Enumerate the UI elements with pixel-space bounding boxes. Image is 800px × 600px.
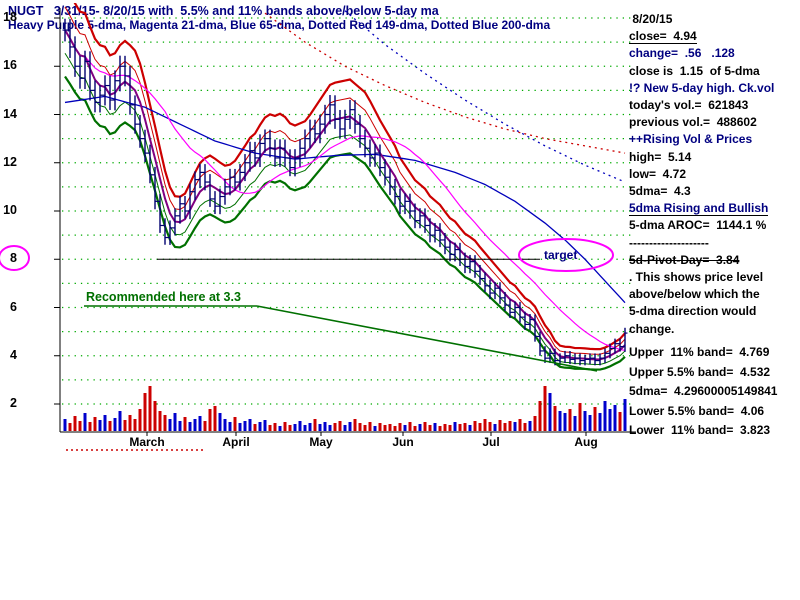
recommendation-note: Recommended here at 3.3 xyxy=(86,290,241,304)
stat-line-14: 5d-Pivot-Day= 3.84 xyxy=(629,252,740,267)
stat-line-2: change= .56 .128 xyxy=(629,46,735,61)
y-axis-label-10: 10 xyxy=(3,203,17,217)
chart-legend-line: Heavy Purple 5-dma, Magenta 21-dma, Blue… xyxy=(8,18,551,32)
y-axis-label-18: 18 xyxy=(3,10,17,24)
stat-line-0: 8/20/15 xyxy=(629,12,673,26)
circled-price-8 xyxy=(0,245,30,271)
band-line-3: Lower 5.5% band= 4.06 xyxy=(629,403,765,418)
band-line-1: Upper 5.5% band= 4.532 xyxy=(629,364,771,379)
stat-line-15: . This shows price level xyxy=(629,270,764,284)
y-axis-label-14: 14 xyxy=(3,106,17,121)
band-line-2: 5dma= 4.29600005149841 xyxy=(629,384,778,398)
stat-line-8: high= 5.14 xyxy=(629,149,692,164)
band-line-4: Lower 11% band= 3.823 xyxy=(629,423,771,437)
volume-bars xyxy=(63,386,627,431)
stat-line-4: !? New 5-day high. Ck.vol xyxy=(629,80,775,95)
chart-title: NUGT 3/31/15- 8/20/15 with 5.5% and 11% … xyxy=(8,4,439,18)
stat-line-9: low= 4.72 xyxy=(629,166,687,181)
stat-line-13: -------------------- xyxy=(629,235,709,250)
stat-line-7: ++Rising Vol & Prices xyxy=(629,132,753,147)
stat-line-10: 5dma= 4.3 xyxy=(629,184,691,198)
stat-line-6: previous vol.= 488602 xyxy=(629,115,757,130)
stat-line-11: 5dma Rising and Bullish xyxy=(629,201,769,217)
y-axis-label-2: 2 xyxy=(10,396,17,410)
y-axis-label-6: 6 xyxy=(10,299,17,314)
stat-line-3: close is 1.15 of 5-dma xyxy=(629,63,760,78)
month-label-jul: Jul xyxy=(482,435,500,449)
y-axis-label-4: 4 xyxy=(10,347,17,362)
stat-line-5: today's vol.= 621843 xyxy=(629,98,749,112)
band-line-0: Upper 11% band= 4.769 xyxy=(629,345,770,359)
stat-line-1: close= 4.94 xyxy=(629,29,697,45)
stat-line-16: above/below which the xyxy=(629,287,760,302)
month-label-may: May xyxy=(309,435,333,449)
y-axis-label-12: 12 xyxy=(3,154,17,169)
month-label-jun: Jun xyxy=(392,435,414,449)
y-axis-label-8: 8 xyxy=(10,251,17,266)
stat-line-12: 5-dma AROC= 1144.1 % xyxy=(629,218,767,233)
y-axis-label-16: 16 xyxy=(3,58,17,73)
target-label: target xyxy=(544,248,578,262)
month-label-march: March xyxy=(129,435,165,449)
target-ellipse xyxy=(518,238,614,272)
stat-line-18: change. xyxy=(629,321,675,336)
month-label-aug: Aug xyxy=(574,435,598,449)
price-series xyxy=(62,3,628,371)
month-label-april: April xyxy=(222,435,250,449)
stat-line-17: 5-dma direction would xyxy=(629,304,757,319)
